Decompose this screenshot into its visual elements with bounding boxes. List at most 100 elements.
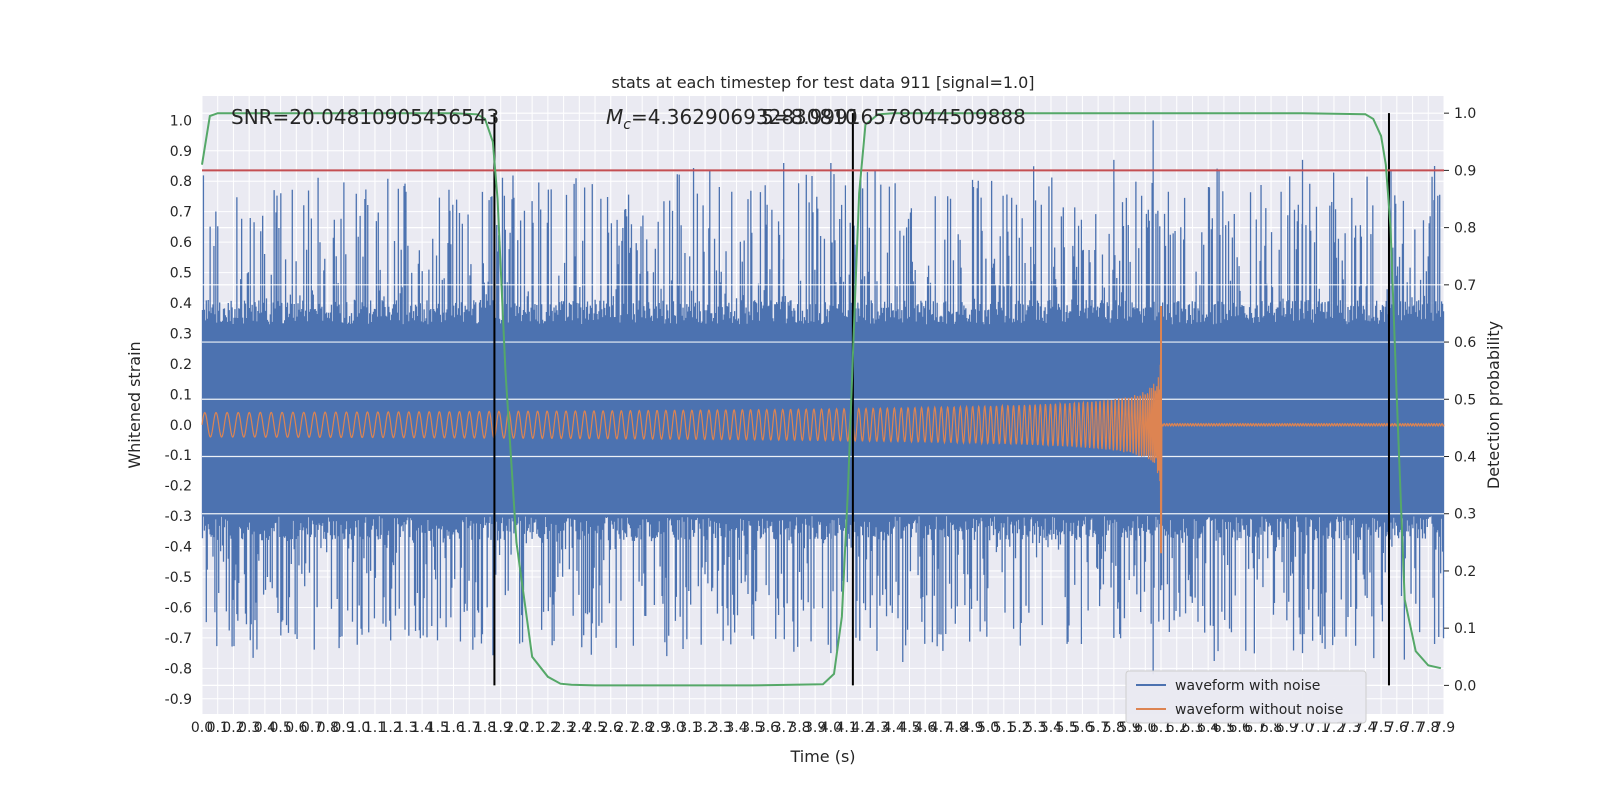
x-axis-label: Time (s) [789,747,855,766]
x-tick-label: 7.4 [1354,720,1376,736]
x-tick-label: 3.6 [757,720,779,736]
chirp-mass-annotation: Mc=4.362906932830810 [606,105,858,133]
y-tick-label: -0.6 [165,600,192,616]
x-tick-label: 6.6 [1228,720,1250,736]
y2-tick-label: 0.9 [1454,163,1476,179]
y-tick-label: 1.0 [170,113,192,129]
x-tick-label: 6.9 [1276,720,1298,736]
x-tick-label: 6.4 [1197,720,1219,736]
x-tick-label: 2.4 [568,720,590,736]
y-tick-label: -0.3 [165,509,192,525]
x-tick-label: 3.4 [725,720,747,736]
x-tick-label: 7.2 [1323,720,1345,736]
y-tick-label: 0.0 [170,418,192,434]
x-tick-label: 4.3 [867,720,889,736]
x-tick-label: 5.9 [1118,720,1140,736]
x-tick-label: 1.3 [395,720,417,736]
y2-tick-label: 0.4 [1454,450,1476,466]
y2-tick-label: 0.6 [1454,335,1476,351]
y-tick-label: -0.4 [165,540,192,556]
series-detection-probability [201,112,1444,687]
y-tick-label: 0.8 [170,174,192,190]
y-axis-label: Whitened strain [125,341,144,468]
x-tick-label: 5.8 [1103,720,1125,736]
x-tick-label: 3.3 [710,720,732,736]
x-tick-label: 3.7 [773,720,795,736]
y-tick-label: -0.1 [165,448,192,464]
x-tick-label: 5.0 [977,720,999,736]
y-tick-label: 0.9 [170,144,192,160]
x-tick-label: 6.1 [1150,720,1172,736]
x-tick-label: 7.9 [1433,720,1455,736]
chart-title: stats at each timestep for test data 911… [611,73,1034,92]
x-tick-label: 4.1 [835,720,857,736]
y-tick-label: -0.5 [165,570,192,586]
overlap-annotation: 5=8.999165780445098​88 [761,105,1026,129]
legend: waveform with noise waveform without noi… [1125,670,1367,724]
x-tick-label: 0.3 [238,720,260,736]
x-tick-label: 5.1 [993,720,1015,736]
x-tick-label: 7.5 [1370,720,1392,736]
x-tick-label: 6.5 [1213,720,1235,736]
x-tick-label: 0.9 [332,720,354,736]
y2-tick-label: 0.7 [1454,278,1476,294]
y-tick-label: 0.1 [170,387,192,403]
y-tick-label: 0.6 [170,235,192,251]
x-tick-label: 2.5 [584,720,606,736]
x-tick-label: 1.2 [380,720,402,736]
x-tick-label: 0.5 [269,720,291,736]
x-tick-label: 3.5 [741,720,763,736]
x-tick-label: 1.0 [348,720,370,736]
y2-tick-label: 0.0 [1454,678,1476,694]
x-tick-label: 4.5 [898,720,920,736]
x-tick-label: 3.0 [663,720,685,736]
x-tick-label: 4.4 [883,720,905,736]
x-tick-label: 1.1 [364,720,386,736]
x-tick-label: 4.6 [914,720,936,736]
x-tick-label: 5.2 [1008,720,1030,736]
x-tick-label: 2.8 [631,720,653,736]
y2-tick-label: 0.5 [1454,392,1476,408]
y-tick-label: -0.2 [165,479,192,495]
y2-tick-label: 0.2 [1454,564,1476,580]
x-tick-label: 3.8 [788,720,810,736]
x-tick-label: 6.3 [1181,720,1203,736]
x-tick-label: 4.0 [820,720,842,736]
x-tick-label: 3.1 [678,720,700,736]
x-tick-label: 0.8 [317,720,339,736]
chirp-mass-subscript: c [623,117,631,133]
x-tick-label: 7.8 [1417,720,1439,736]
clean-waveform-line [201,364,1445,554]
x-tick-label: 1.6 [442,720,464,736]
x-tick-label: 0.2 [222,720,244,736]
x-tick-label: 2.1 [521,720,543,736]
legend-box [1125,670,1367,724]
legend-label-clean: waveform without noise [1175,702,1343,718]
x-tick-label: 7.7 [1401,720,1423,736]
y-tick-label: 0.7 [170,205,192,221]
x-tick-label: 0.4 [254,720,276,736]
y-tick-label: 0.5 [170,266,192,282]
x-tick-label: 5.5 [1056,720,1078,736]
x-tick-label: 0.7 [301,720,323,736]
x-tick-label: 7.6 [1386,720,1408,736]
x-tick-label: 7.0 [1291,720,1313,736]
x-tick-label: 0.0 [191,720,213,736]
x-tick-label: 5.7 [1087,720,1109,736]
x-tick-label: 2.7 [615,720,637,736]
detection-probability-line [201,112,1442,687]
y-tick-label: 0.2 [170,357,192,373]
snr-annotation: SNR=20.04810905456543 [231,105,499,129]
y-tick-label: -0.7 [165,631,192,647]
y-tick-label: -0.8 [165,661,192,677]
x-tick-label: 7.1 [1307,720,1329,736]
x-tick-label: 3.2 [694,720,716,736]
x-tick-label: 6.8 [1260,720,1282,736]
x-tick-label: 5.6 [1071,720,1093,736]
axis-ticks: 0.00.10.20.30.40.50.60.70.80.91.01.11.21… [165,106,1477,736]
x-tick-label: 1.5 [427,720,449,736]
x-tick-label: 1.8 [474,720,496,736]
series-waveform-without-noise [201,306,1445,554]
x-tick-label: 4.9 [961,720,983,736]
